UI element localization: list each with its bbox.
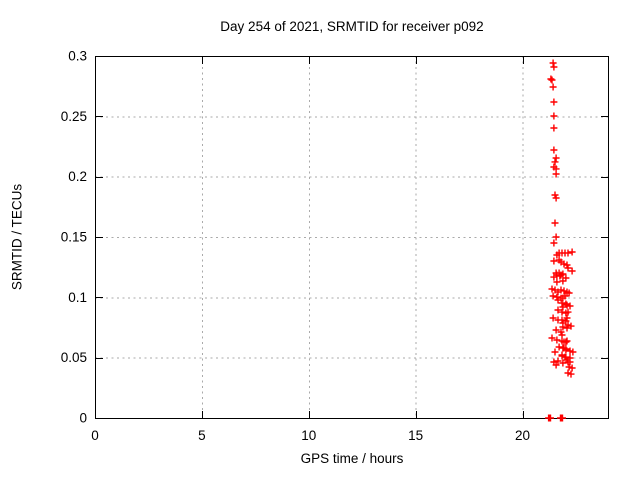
- y-tick-label: 0: [79, 411, 87, 426]
- x-axis-label: GPS time / hours: [300, 451, 404, 466]
- y-tick-label: 0.3: [68, 49, 87, 64]
- y-tick-label: 0.25: [61, 109, 87, 124]
- x-tick-label: 0: [91, 428, 99, 443]
- y-tick-label: 0.1: [68, 290, 87, 305]
- x-tick-label: 5: [198, 428, 206, 443]
- x-tick-label: 20: [515, 428, 530, 443]
- y-tick-label: 0.2: [68, 169, 87, 184]
- x-tick-label: 10: [301, 428, 316, 443]
- chart-title: Day 254 of 2021, SRMTID for receiver p09…: [220, 19, 484, 34]
- data-points: [545, 59, 577, 422]
- y-tick-label: 0.15: [61, 230, 87, 245]
- grid-lines: [95, 56, 608, 418]
- x-tick-label: 15: [408, 428, 423, 443]
- plot-border: [95, 56, 609, 419]
- axis-ticks: [95, 56, 608, 419]
- y-axis-label: SRMTID / TECUs: [9, 183, 25, 291]
- y-tick-label: 0.05: [61, 350, 87, 365]
